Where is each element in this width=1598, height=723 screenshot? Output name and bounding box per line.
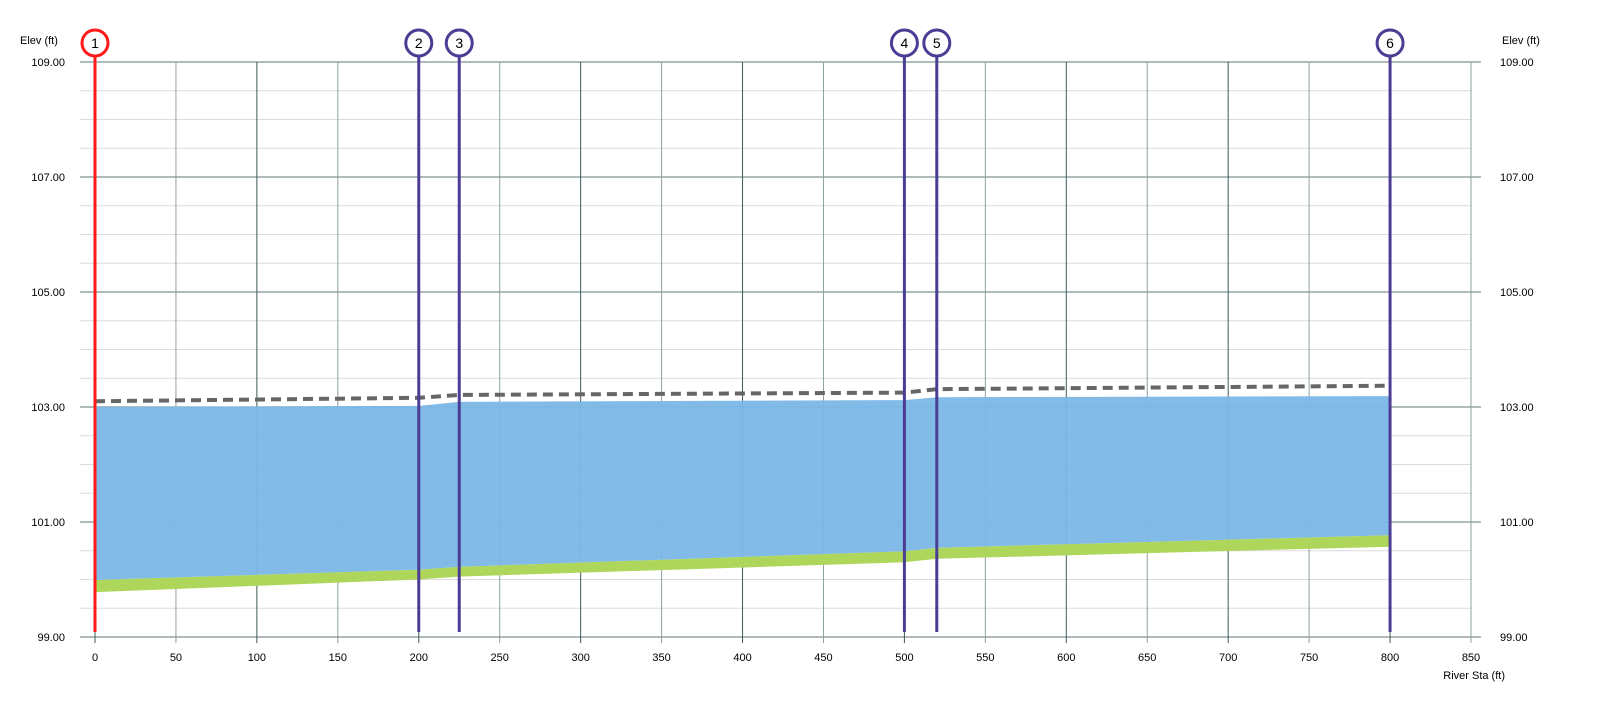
station-marker-label: 5 (933, 35, 941, 51)
x-tick-label: 350 (652, 652, 670, 664)
station-marker-label: 2 (415, 35, 423, 51)
x-tick-label: 150 (329, 652, 347, 664)
x-tick-label: 50 (170, 652, 182, 664)
x-tick-label: 0 (92, 652, 98, 664)
x-tick-label: 750 (1300, 652, 1318, 664)
y-axis-label-left: Elev (ft) (20, 35, 58, 47)
x-tick-label: 550 (976, 652, 994, 664)
y-tick-label-right: 107.00 (1500, 172, 1534, 184)
station-marker-label: 3 (455, 35, 463, 51)
areas (95, 396, 1390, 592)
x-tick-label: 650 (1138, 652, 1156, 664)
x-tick-label: 200 (410, 652, 428, 664)
y-tick-label-left: 109.00 (31, 57, 65, 69)
x-tick-label: 600 (1057, 652, 1075, 664)
x-tick-label: 500 (895, 652, 913, 664)
x-tick-label: 700 (1219, 652, 1237, 664)
x-axis-label: River Sta (ft) (1443, 670, 1505, 682)
y-tick-label-right: 99.00 (1500, 632, 1528, 644)
y-tick-label-right: 101.00 (1500, 517, 1534, 529)
y-tick-label-left: 103.00 (31, 402, 65, 414)
y-tick-label-left: 101.00 (31, 517, 65, 529)
y-tick-label-right: 105.00 (1500, 287, 1534, 299)
x-tick-label: 400 (733, 652, 751, 664)
y-tick-label-left: 107.00 (31, 172, 65, 184)
x-tick-label: 250 (491, 652, 509, 664)
y-tick-label-left: 99.00 (37, 632, 65, 644)
x-tick-label: 300 (571, 652, 589, 664)
x-tick-label: 450 (814, 652, 832, 664)
y-tick-label-right: 103.00 (1500, 402, 1534, 414)
y-tick-label-right: 109.00 (1500, 57, 1534, 69)
y-axis-label-right: Elev (ft) (1502, 35, 1540, 47)
x-tick-label: 800 (1381, 652, 1399, 664)
x-tick-label: 100 (248, 652, 266, 664)
x-tick-label: 850 (1462, 652, 1480, 664)
y-tick-label-left: 105.00 (31, 287, 65, 299)
station-marker-label: 6 (1386, 35, 1394, 51)
station-marker-label: 4 (901, 35, 909, 51)
water-area (95, 396, 1390, 580)
station-marker-label: 1 (91, 35, 99, 51)
